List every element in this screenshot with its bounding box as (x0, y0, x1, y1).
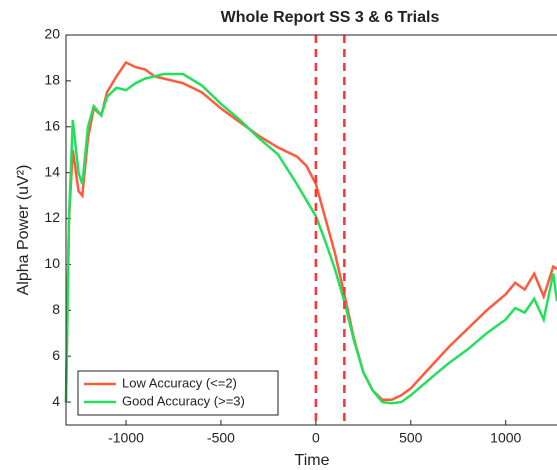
legend-label: Low Accuracy (<=2) (122, 375, 237, 390)
axis-frame (65, 34, 557, 426)
y-tick-label: 6 (52, 347, 60, 363)
x-tick-label: 0 (312, 430, 320, 446)
y-tick-label: 18 (44, 72, 60, 88)
legend-box (77, 370, 279, 416)
x-tick-label: 500 (399, 430, 423, 446)
x-tick-label: -1000 (108, 430, 144, 446)
plot-area (66, 35, 557, 425)
y-tick-label: 14 (44, 163, 60, 179)
x-tick-label: -500 (207, 430, 235, 446)
y-tick-label: 10 (44, 255, 60, 271)
y-tick-label: 16 (44, 117, 60, 133)
y-tick-label: 4 (52, 393, 60, 409)
x-axis-label: Time (295, 452, 330, 469)
y-tick-label: 12 (44, 209, 60, 225)
y-axis-label: Alpha Power (uV²) (15, 165, 32, 296)
legend-label: Good Accuracy (>=3) (122, 393, 245, 408)
chart-title: Whole Report SS 3 & 6 Trials (221, 9, 440, 26)
x-tick-label: 1000 (490, 430, 521, 446)
y-tick-label: 8 (52, 301, 60, 317)
series-line (64, 72, 557, 405)
y-tick-label: 20 (44, 26, 60, 42)
